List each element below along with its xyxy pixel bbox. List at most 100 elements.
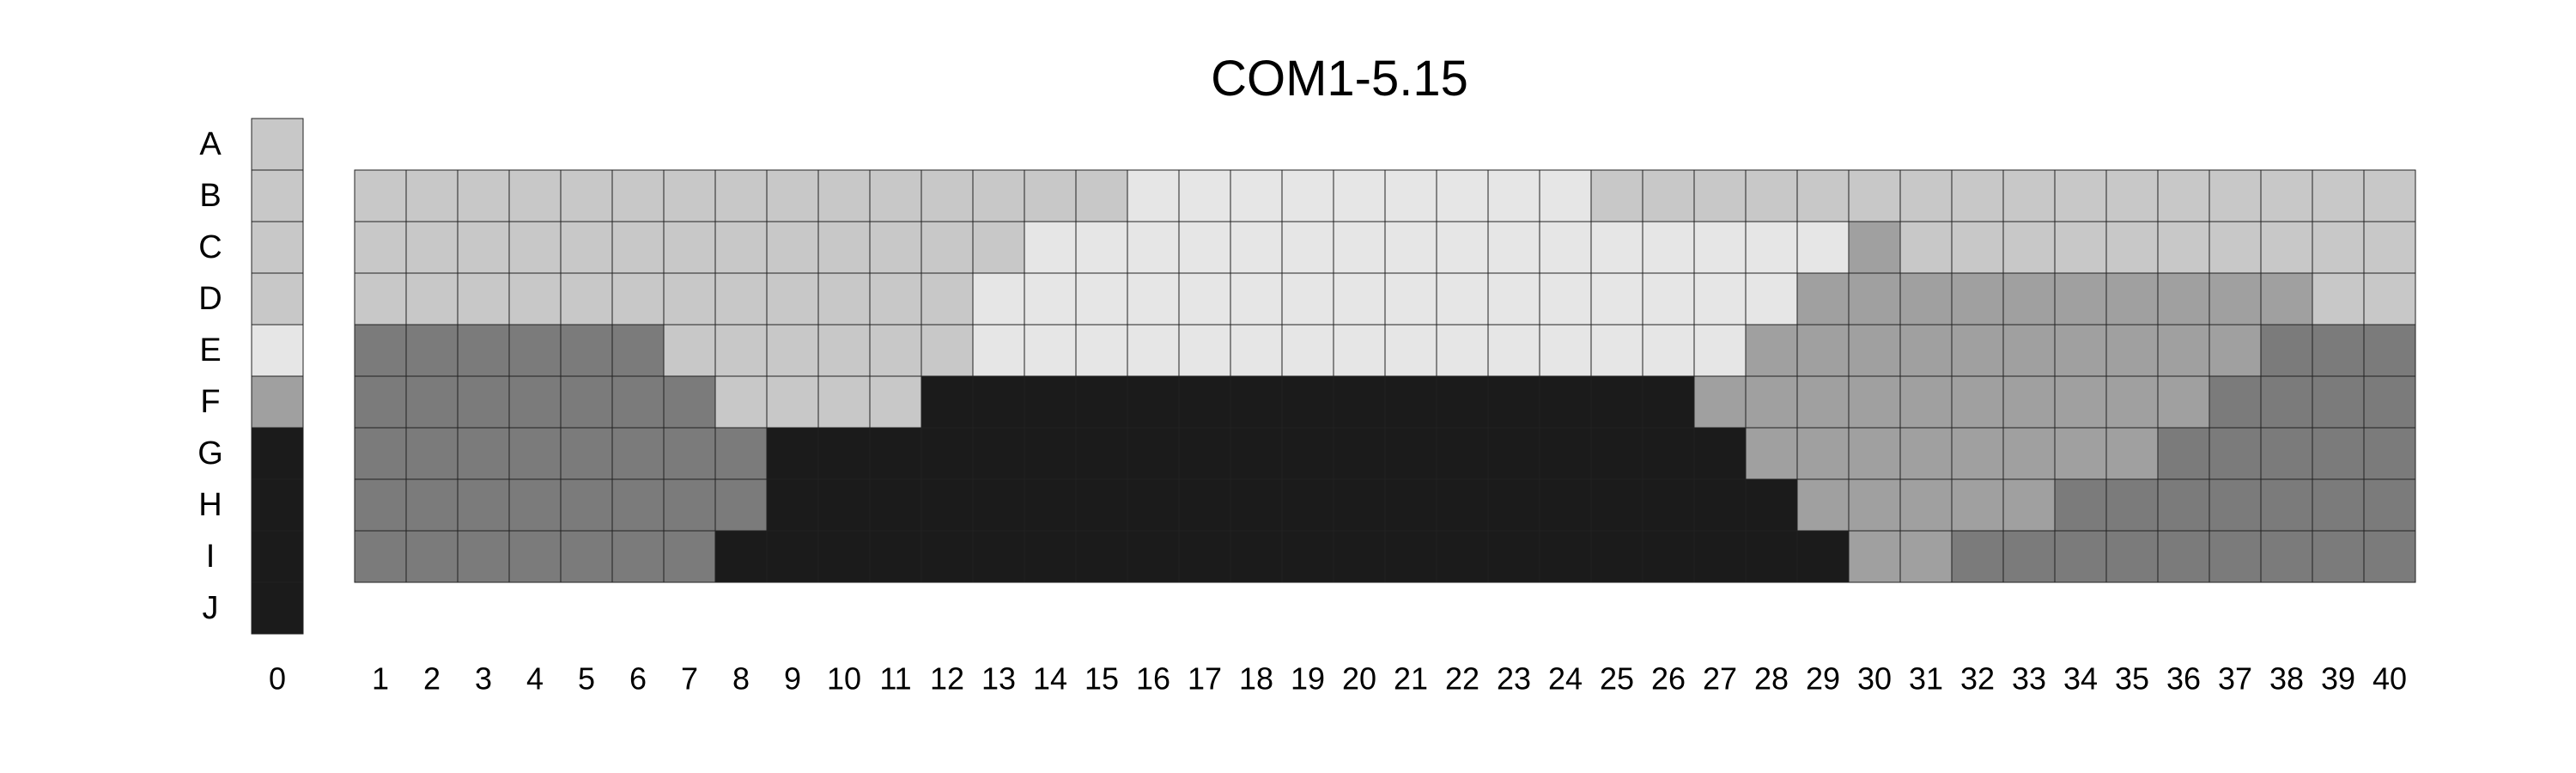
cell-b-23 bbox=[1487, 169, 1540, 222]
cell-i-9 bbox=[766, 530, 819, 583]
cell-b-28 bbox=[1745, 169, 1798, 222]
cell-h-1 bbox=[354, 478, 407, 532]
cell-i-5 bbox=[560, 530, 613, 583]
cell-b-17 bbox=[1178, 169, 1231, 222]
cell-i-16 bbox=[1127, 530, 1180, 583]
cell-e-16 bbox=[1127, 324, 1180, 377]
cell-i-6 bbox=[611, 530, 665, 583]
cell-h-14 bbox=[1024, 478, 1077, 532]
cell-d-19 bbox=[1281, 272, 1334, 326]
cell-c-27 bbox=[1693, 221, 1747, 274]
cell-b-21 bbox=[1384, 169, 1437, 222]
cell-b-3 bbox=[457, 169, 510, 222]
cell-i-39 bbox=[2312, 530, 2365, 583]
cell-h-33 bbox=[2002, 478, 2056, 532]
cell-c-29 bbox=[1796, 221, 1850, 274]
cell-b-7 bbox=[663, 169, 716, 222]
cell-f-23 bbox=[1487, 375, 1540, 429]
column-label-29: 29 bbox=[1806, 661, 1840, 697]
cell-c-33 bbox=[2002, 221, 2056, 274]
heatmap-cells bbox=[354, 169, 2416, 583]
cell-c-4 bbox=[508, 221, 562, 274]
row-label-b: B bbox=[199, 178, 221, 214]
cell-f-35 bbox=[2105, 375, 2159, 429]
cell-i-3 bbox=[457, 530, 510, 583]
cell-g-34 bbox=[2054, 427, 2107, 480]
column-label-6: 6 bbox=[629, 661, 647, 697]
cell-f-15 bbox=[1075, 375, 1128, 429]
cell-g-12 bbox=[920, 427, 974, 480]
cell-e-4 bbox=[508, 324, 562, 377]
cell-g-30 bbox=[1848, 427, 1901, 480]
cell-g-40 bbox=[2363, 427, 2416, 480]
cell-d-22 bbox=[1436, 272, 1489, 326]
cell-d-8 bbox=[714, 272, 768, 326]
cell-h-6 bbox=[611, 478, 665, 532]
column-label-34: 34 bbox=[2063, 661, 2098, 697]
cell-b-22 bbox=[1436, 169, 1489, 222]
cell-i-29 bbox=[1796, 530, 1850, 583]
cell-c-37 bbox=[2208, 221, 2262, 274]
cell-h-22 bbox=[1436, 478, 1489, 532]
column-label-15: 15 bbox=[1084, 661, 1119, 697]
cell-g-9 bbox=[766, 427, 819, 480]
cell-f-27 bbox=[1693, 375, 1747, 429]
cell-c-16 bbox=[1127, 221, 1180, 274]
cell-g-8 bbox=[714, 427, 768, 480]
cell-d-31 bbox=[1899, 272, 1953, 326]
cell-c-22 bbox=[1436, 221, 1489, 274]
cell-e-13 bbox=[972, 324, 1025, 377]
cell-g-38 bbox=[2260, 427, 2313, 480]
column-label-1: 1 bbox=[372, 661, 389, 697]
cell-e-26 bbox=[1642, 324, 1695, 377]
cell-d-14 bbox=[1024, 272, 1077, 326]
cell-f-32 bbox=[1951, 375, 2004, 429]
cell-f-31 bbox=[1899, 375, 1953, 429]
cell-d-9 bbox=[766, 272, 819, 326]
cell-h-12 bbox=[920, 478, 974, 532]
cell-d-13 bbox=[972, 272, 1025, 326]
cell-f-7 bbox=[663, 375, 716, 429]
cell-g-20 bbox=[1333, 427, 1386, 480]
cell-e-7 bbox=[663, 324, 716, 377]
reference-column bbox=[251, 118, 304, 635]
cell-i-31 bbox=[1899, 530, 1953, 583]
cell-i-30 bbox=[1848, 530, 1901, 583]
cell-g-1 bbox=[354, 427, 407, 480]
cell-e-31 bbox=[1899, 324, 1953, 377]
cell-g-25 bbox=[1590, 427, 1643, 480]
cell-c-28 bbox=[1745, 221, 1798, 274]
cell-h-11 bbox=[869, 478, 922, 532]
cell-f-11 bbox=[869, 375, 922, 429]
cell-i-15 bbox=[1075, 530, 1128, 583]
cell-d-4 bbox=[508, 272, 562, 326]
row-label-g: G bbox=[197, 435, 223, 472]
cell-c-24 bbox=[1539, 221, 1592, 274]
cell-f-38 bbox=[2260, 375, 2313, 429]
cell-d-38 bbox=[2260, 272, 2313, 326]
cell-c-32 bbox=[1951, 221, 2004, 274]
column-label-4: 4 bbox=[526, 661, 544, 697]
cell-h-20 bbox=[1333, 478, 1386, 532]
row-label-e: E bbox=[199, 332, 221, 368]
cell-f-12 bbox=[920, 375, 974, 429]
column-label-8: 8 bbox=[732, 661, 750, 697]
cell-i-34 bbox=[2054, 530, 2107, 583]
cell-b-6 bbox=[611, 169, 665, 222]
cell-b-26 bbox=[1642, 169, 1695, 222]
column-label-11: 11 bbox=[879, 661, 911, 697]
cell-h-23 bbox=[1487, 478, 1540, 532]
reference-cell-f bbox=[251, 375, 304, 429]
cell-d-23 bbox=[1487, 272, 1540, 326]
cell-g-33 bbox=[2002, 427, 2056, 480]
column-label-13: 13 bbox=[981, 661, 1016, 697]
cell-c-15 bbox=[1075, 221, 1128, 274]
cell-e-37 bbox=[2208, 324, 2262, 377]
cell-e-1 bbox=[354, 324, 407, 377]
cell-c-36 bbox=[2157, 221, 2210, 274]
cell-b-15 bbox=[1075, 169, 1128, 222]
cell-c-31 bbox=[1899, 221, 1953, 274]
row-label-h: H bbox=[198, 487, 222, 523]
cell-i-18 bbox=[1230, 530, 1283, 583]
column-label-30: 30 bbox=[1857, 661, 1892, 697]
